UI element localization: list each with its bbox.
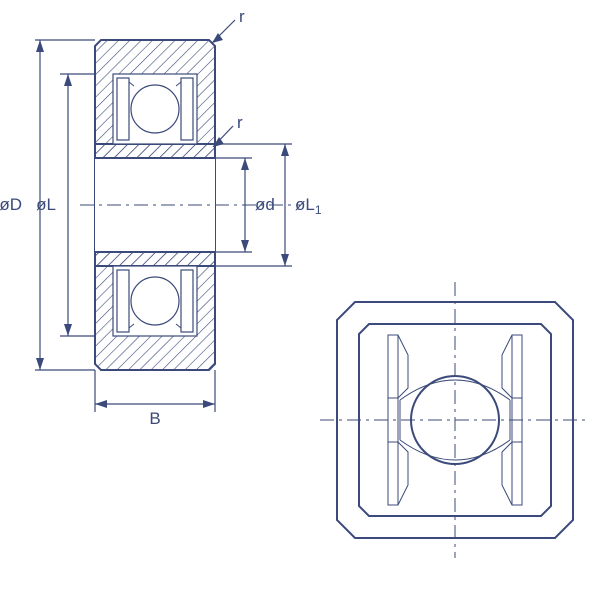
leader-fillet-outer: r <box>212 7 245 43</box>
bearing-diagram: øD øL ød øL1 <box>0 0 600 600</box>
leader-fillet-inner: r <box>213 113 243 147</box>
shield-lower-left <box>117 270 129 332</box>
shield-lower-right <box>181 270 193 332</box>
label-fillet-outer: r <box>239 7 245 26</box>
label-fillet-inner: r <box>237 113 243 132</box>
shield-upper-right <box>181 78 193 140</box>
shield-upper-left <box>117 78 129 140</box>
ball-lower <box>131 277 179 325</box>
label-land-diameter: øL <box>36 195 56 214</box>
front-view <box>320 282 590 558</box>
lower-ball-assembly <box>113 266 197 336</box>
label-land-inner: øL1 <box>295 195 322 217</box>
upper-ball-assembly <box>113 74 197 144</box>
label-outer-diameter: øD <box>0 195 22 214</box>
ball-upper <box>131 85 179 133</box>
label-bore-diameter: ød <box>255 195 275 214</box>
dim-width: B <box>95 370 215 428</box>
label-width: B <box>149 409 160 428</box>
section-view: øD øL ød øL1 <box>0 7 322 428</box>
